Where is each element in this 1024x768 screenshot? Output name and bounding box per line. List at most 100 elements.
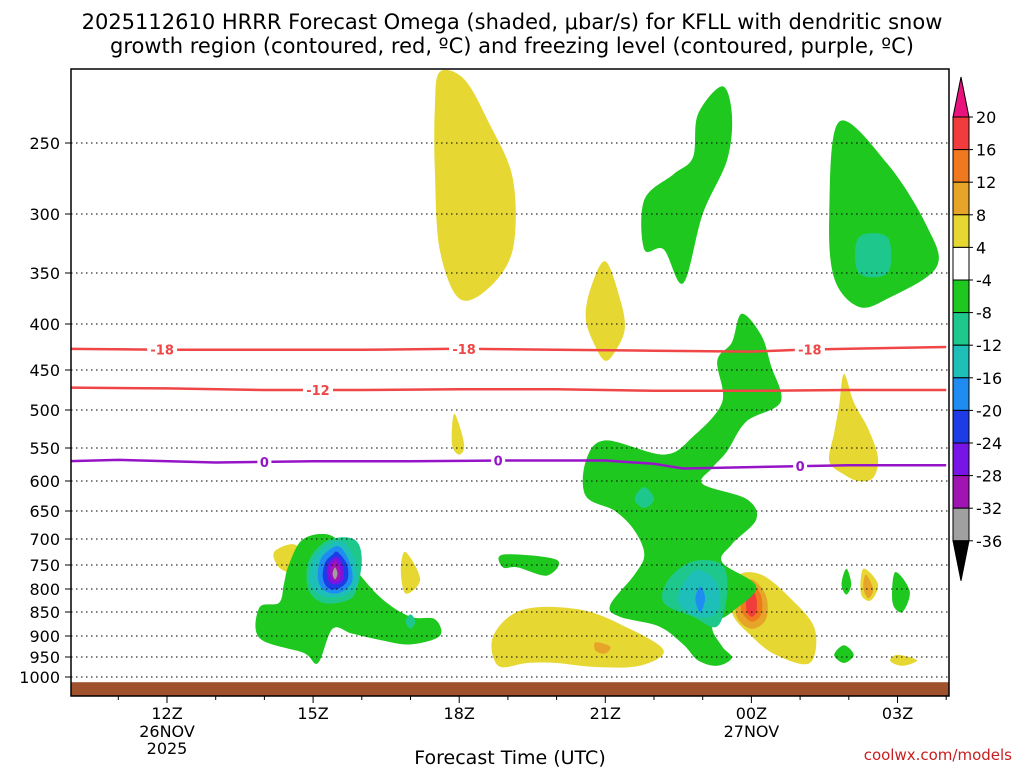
omega-region-neg4-20	[892, 572, 910, 613]
y-tick-label-400: 400	[29, 315, 60, 334]
colorbar-label-0: 20	[976, 108, 996, 127]
omega-region-neg32-35	[332, 567, 338, 580]
omega-shading	[255, 69, 939, 668]
colorbar-label-7: -12	[976, 336, 1002, 355]
omega-region-neg8-25	[634, 487, 654, 508]
colorbar-swatch-8	[952, 344, 970, 379]
title-line-1: 2025112610 HRRR Forecast Omega (shaded, …	[82, 10, 943, 34]
y-tick-label-900: 900	[29, 627, 60, 646]
x-tick-label-2: 18Z	[444, 704, 475, 723]
contour-label-freezing-0-2: 0	[796, 460, 805, 475]
contour-label-dgz-18-0: -18	[150, 344, 174, 359]
x-tick-label-3: 21Z	[590, 704, 621, 723]
contour-label-dgz-12-0: -12	[306, 384, 330, 399]
colorbar-bottom-arrow	[952, 540, 970, 581]
omega-region-neg4-15	[641, 86, 733, 284]
y-tick-label-500: 500	[29, 401, 60, 420]
x-tick-label-1: 15Z	[297, 704, 328, 723]
y-tick-label-750: 750	[29, 556, 60, 575]
ground-surface	[71, 682, 949, 696]
x-tick-date-0: 26NOV	[139, 722, 195, 741]
colorbar-swatch-12	[952, 475, 970, 509]
omega-region-neg4-21	[841, 568, 852, 595]
omega-region-neg4-17	[582, 313, 782, 666]
title-line-2: growth region (contoured, red, ºC) and f…	[110, 34, 914, 58]
omega-region-pos8-11	[863, 574, 874, 599]
colorbar-label-2: 12	[976, 173, 996, 192]
x-tick-date-4: 27NOV	[724, 722, 780, 741]
omega-region-pos4-5	[400, 551, 421, 594]
omega-region-neg4-19	[498, 554, 560, 576]
contour-label-dgz-18-2: -18	[798, 344, 822, 359]
contour-label-bg-freezing-0-2	[793, 458, 808, 475]
colorbar-top-arrow	[952, 76, 970, 118]
y-tick-label-550: 550	[29, 439, 60, 458]
y-tick-label-250: 250	[29, 134, 60, 153]
contour-label-bg-dgz-18-2	[794, 341, 825, 358]
y-tick-label-450: 450	[29, 361, 60, 380]
omega-region-neg8-24	[854, 233, 892, 278]
y-axis: 250 300 350 400 450 500 550 600 650 700 750 800 850 9…	[19, 134, 71, 687]
colorbar-swatch-9	[952, 377, 970, 411]
contour-line-dgz-12	[71, 386, 947, 393]
contour-label-freezing-0-1: 0	[494, 455, 503, 470]
omega-region-pos4-9	[890, 654, 918, 666]
colorbar-label-4: 4	[976, 238, 986, 257]
contour-label-bg-freezing-0-1	[491, 452, 506, 469]
x-tick-label-0: 12Z	[151, 704, 182, 723]
pressure-gridlines	[71, 142, 949, 678]
contour-label-freezing-0-0: 0	[260, 456, 269, 471]
colorbar-swatch-2	[952, 149, 970, 183]
colorbar-label-6: -8	[976, 304, 992, 323]
colorbar: 20 16 12 8 4 -4 -8 -12 -16 -20 -24 -28 -32 -36	[952, 76, 1002, 581]
y-tick-label-800: 800	[29, 580, 60, 599]
colorbar-label-13: -36	[976, 532, 1002, 551]
y-tick-label-650: 650	[29, 502, 60, 521]
colorbar-swatch-10	[952, 409, 970, 444]
colorbar-label-11: -28	[976, 467, 1002, 486]
omega-region-neg16-31	[695, 586, 706, 613]
y-tick-label-950: 950	[29, 648, 60, 667]
colorbar-label-3: 8	[976, 206, 986, 225]
colorbar-label-5: -4	[976, 271, 992, 290]
omega-region-pos4-0	[434, 69, 516, 301]
contour-label-bg-dgz-18-1	[449, 340, 480, 357]
omega-region-pos4-3	[451, 413, 465, 455]
y-tick-label-600: 600	[29, 472, 60, 491]
colorbar-swatch-5	[952, 246, 970, 281]
omega-region-pos8-12	[594, 642, 611, 654]
x-tick-label-4: 00Z	[736, 704, 767, 723]
colorbar-label-10: -24	[976, 434, 1002, 453]
colorbar-swatch-7	[952, 312, 970, 346]
contour-line-freezing-0	[71, 458, 947, 470]
colorbar-swatch-6	[952, 279, 970, 314]
contour-label-dgz-18-1: -18	[452, 343, 476, 358]
credit-text: coolwx.com/models	[864, 746, 1012, 764]
colorbar-swatch-3	[952, 181, 970, 216]
colorbar-swatch-13	[952, 507, 970, 542]
omega-region-pos4-2	[828, 373, 879, 482]
plot-frame	[70, 68, 950, 697]
x-axis-label: Forecast Time (UTC)	[414, 747, 605, 768]
colorbar-swatch-1	[952, 116, 970, 151]
contour-label-bg-freezing-0-0	[257, 453, 272, 470]
colorbar-swatch-4	[952, 214, 970, 248]
contour-label-bg-dgz-12-0	[302, 382, 333, 398]
colorbar-label-12: -32	[976, 499, 1002, 518]
contour-lines: -18 -18 -18 -12 0 0 0	[71, 340, 947, 475]
x-tick-year-0: 2025	[147, 739, 188, 758]
omega-region-pos4-6	[491, 606, 664, 668]
y-tick-label-1000: 1000	[19, 668, 60, 687]
y-tick-label-350: 350	[29, 264, 60, 283]
colorbar-swatch-11	[952, 442, 970, 477]
omega-region-pos4-1	[585, 261, 625, 361]
colorbar-label-1: 16	[976, 141, 996, 160]
omega-region-neg4-22	[834, 645, 854, 663]
omega-region-neg8-26	[405, 614, 416, 629]
contour-label-bg-dgz-18-0	[147, 341, 178, 358]
y-tick-label-850: 850	[29, 603, 60, 622]
plot-area: -18 -18 -18 -12 0 0 0	[71, 69, 949, 696]
x-tick-label-5: 03Z	[882, 704, 913, 723]
